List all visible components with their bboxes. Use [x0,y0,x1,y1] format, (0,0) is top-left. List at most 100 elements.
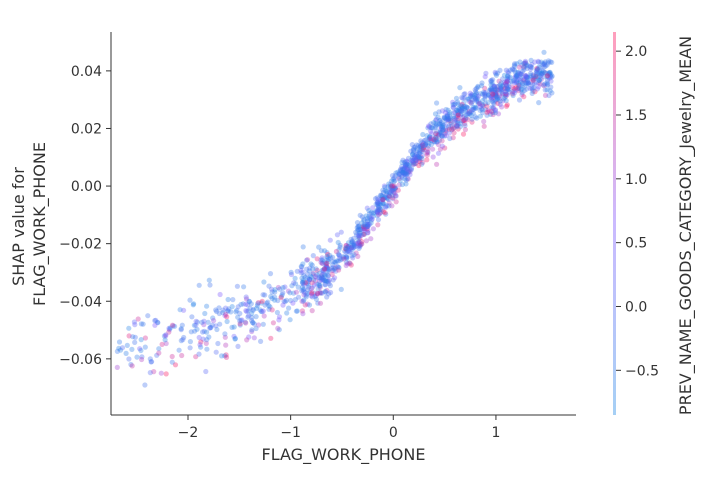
data-point [539,70,545,76]
data-point [473,105,479,111]
data-point [300,298,306,304]
data-point [321,259,328,265]
data-point [435,114,441,120]
data-point [360,231,366,237]
data-point [525,79,531,85]
data-point [418,143,424,149]
data-point [502,94,508,100]
data-point [356,241,362,247]
data-point [220,307,226,313]
data-point [492,107,498,114]
data-point [461,113,467,120]
data-point [437,117,443,124]
data-point [423,140,429,146]
data-point [451,102,457,108]
data-point [521,84,528,90]
data-point [433,134,439,140]
data-point [533,73,539,79]
data-point [343,249,349,255]
data-point [402,170,408,176]
y-tick-label: −0.02 [59,237,102,253]
data-point [399,159,405,165]
data-point [410,151,416,157]
data-point [385,196,392,202]
data-point [523,80,529,86]
data-point [504,102,510,108]
data-point [465,117,471,123]
data-point [456,111,462,117]
data-point [270,320,276,326]
data-point [262,292,268,298]
data-point [445,116,451,122]
data-point [537,69,543,75]
data-point [323,263,329,269]
data-point [430,154,436,160]
data-point [268,293,274,300]
data-point [521,94,527,100]
data-point [166,329,172,335]
data-point [488,78,494,84]
data-point [411,156,417,162]
data-point [317,300,324,306]
data-point [365,218,371,224]
data-point [489,98,495,104]
data-point [278,294,284,301]
data-point [489,88,495,94]
data-point [207,325,213,331]
data-point [433,124,439,130]
data-point [134,354,140,360]
data-point [414,151,420,158]
data-point [324,266,331,272]
data-point [457,121,463,127]
data-point [327,237,333,243]
data-point [449,126,455,132]
data-point [445,124,452,131]
data-point [428,138,435,144]
data-point [392,185,398,191]
data-point [359,214,365,220]
data-point [380,197,386,203]
data-point [432,111,439,117]
data-point [254,303,260,309]
data-point [391,178,397,185]
data-point [488,94,494,100]
data-point [493,89,500,95]
data-point [519,62,525,68]
data-point [437,121,443,127]
data-point [491,92,497,98]
data-point [500,91,506,97]
data-point [330,265,336,271]
data-point [420,159,426,165]
data-point [351,241,357,247]
data-point [469,97,475,103]
data-point [237,310,243,317]
data-point [213,307,219,313]
data-point [437,131,443,137]
data-point [324,294,330,300]
x-axis-label: FLAG_WORK_PHONE [262,445,426,465]
data-point [443,129,449,135]
data-point [425,150,431,156]
data-point [491,105,497,111]
data-point [429,125,435,131]
data-point [309,289,315,296]
data-point [280,302,286,308]
data-point [245,308,251,314]
data-point [386,193,392,199]
data-point [407,167,413,173]
data-point [343,259,349,265]
data-point [234,307,240,313]
data-point [191,301,197,307]
colorbar [613,32,616,415]
data-point [528,57,534,64]
data-point [325,251,331,258]
data-point [527,85,533,91]
data-point [472,114,479,120]
data-point [324,264,330,270]
data-point [324,268,331,274]
data-point [374,209,380,215]
data-point [323,264,329,270]
data-point [427,137,433,143]
data-point [255,300,261,306]
data-point [304,266,310,272]
